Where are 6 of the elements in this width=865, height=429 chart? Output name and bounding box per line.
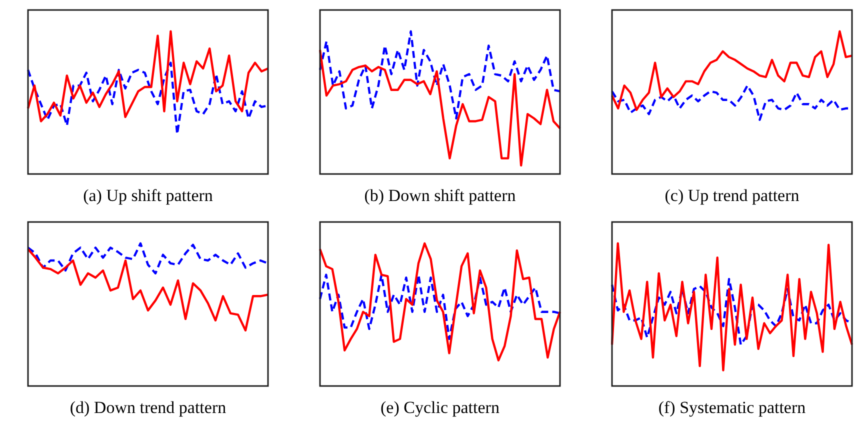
text: (a) Up shift pattern bbox=[83, 186, 213, 206]
text: (b) Down shift pattern bbox=[364, 186, 516, 206]
text: (f) Systematic pattern bbox=[658, 398, 806, 418]
text: (d) Down trend pattern bbox=[70, 398, 226, 418]
text: (e) Cyclic pattern bbox=[380, 398, 500, 418]
text: (c) Up trend pattern bbox=[664, 186, 800, 206]
